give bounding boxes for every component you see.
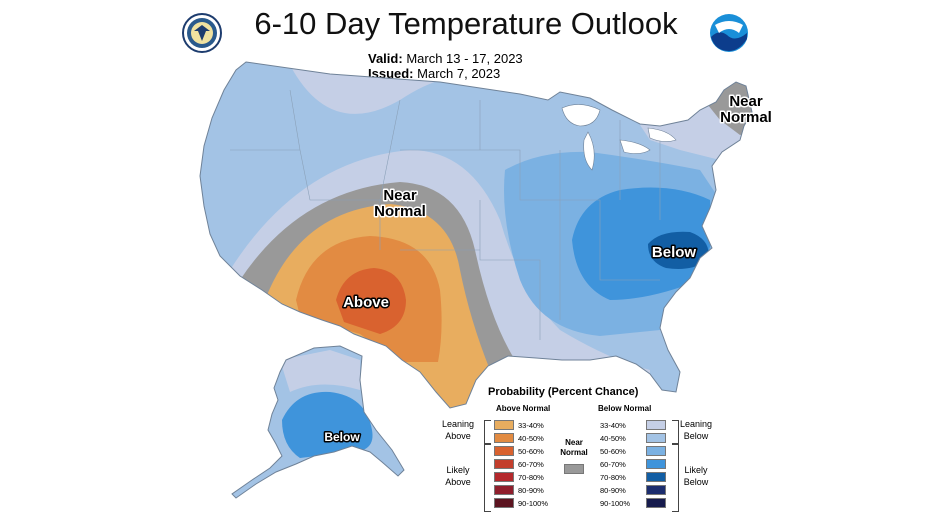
likely-below-text-1: Likely	[684, 465, 708, 475]
near-normal-swatch	[564, 464, 584, 474]
leaning-below-brace	[672, 420, 679, 444]
legend-title: Probability (Percent Chance)	[488, 386, 639, 398]
alaska-near-normal-north	[280, 350, 360, 392]
page-title: 6-10 Day Temperature Outlook	[254, 6, 678, 41]
likely-above-group: Likely Above	[432, 464, 484, 488]
above-normal-swatch	[494, 433, 514, 443]
above-normal-swatch	[494, 485, 514, 495]
above-50-60	[336, 268, 406, 334]
leaning-above-text-2: Above	[445, 431, 471, 441]
above-normal-label: 50-60%	[518, 447, 544, 456]
leaning-below-text-2: Below	[683, 431, 709, 441]
above-normal-swatch	[494, 446, 514, 456]
commerce-seal-icon	[182, 13, 222, 53]
state-borders	[230, 89, 661, 340]
leaning-above-group: Leaning Above	[432, 418, 484, 442]
above-normal-label: 70-80%	[518, 473, 544, 482]
above-label: Above	[343, 294, 389, 311]
near-normal-west-label-1: Near	[383, 187, 417, 204]
leaning-below-group: Leaning Below	[670, 418, 722, 442]
alaska-below-60-70	[282, 391, 373, 458]
above-normal-header: Above Normal	[496, 404, 551, 413]
near-normal-ne-label-1: Near	[729, 93, 763, 110]
likely-above-text-2: Above	[445, 477, 471, 487]
likely-below-text-2: Below	[683, 477, 709, 487]
likely-below-brace	[672, 444, 679, 512]
leaning-below-text-1: Leaning	[679, 419, 713, 429]
above-normal-label: 90-100%	[518, 499, 549, 508]
great-lakes	[561, 104, 677, 171]
below-normal-label: 60-70%	[600, 460, 626, 469]
leaning-above-text-1: Leaning	[441, 419, 475, 429]
below-normal-swatch	[646, 459, 666, 469]
below-east-label: Below	[652, 244, 697, 261]
issued-value: March 7, 2023	[417, 66, 501, 81]
below-normal-label: 80-90%	[600, 486, 626, 495]
below-normal-swatch	[646, 472, 666, 482]
alaska-outline	[231, 345, 405, 499]
below-normal-swatch	[646, 498, 666, 508]
below-normal-swatch	[646, 420, 666, 430]
near-normal-west-label-2: Normal	[374, 203, 426, 220]
below-normal-label: 33-40%	[600, 421, 626, 430]
alaska-shading	[232, 346, 404, 498]
valid-label: Valid:	[368, 51, 403, 66]
near-normal-group: Near Normal	[552, 438, 596, 458]
above-normal-label: 60-70%	[518, 460, 544, 469]
above-normal-label: 80-90%	[518, 486, 544, 495]
leaning-above-brace	[484, 420, 491, 444]
below-normal-swatch	[646, 485, 666, 495]
likely-above-brace	[484, 444, 491, 512]
below-60-70	[572, 187, 712, 300]
below-normal-swatch	[646, 433, 666, 443]
near-normal-text-2: Normal	[560, 448, 588, 457]
valid-value: March 13 - 17, 2023	[406, 51, 523, 66]
conus-outline	[199, 61, 753, 409]
below-normal-label: 70-80%	[600, 473, 626, 482]
likely-below-group: Likely Below	[670, 464, 722, 488]
below-normal-label: 90-100%	[600, 499, 631, 508]
above-normal-swatch	[494, 459, 514, 469]
above-normal-swatch	[494, 420, 514, 430]
likely-above-text-1: Likely	[446, 465, 470, 475]
below-normal-swatch	[646, 446, 666, 456]
above-normal-swatch	[494, 472, 514, 482]
above-normal-label: 40-50%	[518, 434, 544, 443]
noaa-logo-icon	[709, 13, 749, 53]
below-alaska-label: Below	[324, 430, 360, 444]
legend: Probability (Percent Chance) Above Norma…	[432, 386, 722, 516]
below-70-80	[648, 231, 709, 269]
above-normal-label: 33-40%	[518, 421, 544, 430]
below-normal-header: Below Normal	[598, 404, 652, 413]
below-normal-label: 40-50%	[600, 434, 626, 443]
below-normal-label: 50-60%	[600, 447, 626, 456]
near-normal-text-1: Near	[565, 438, 583, 447]
conus-shading	[200, 62, 752, 408]
valid-line: Valid: March 13 - 17, 2023	[368, 51, 523, 66]
above-normal-swatch	[494, 498, 514, 508]
near-normal-ne-label-2: Normal	[720, 109, 772, 126]
